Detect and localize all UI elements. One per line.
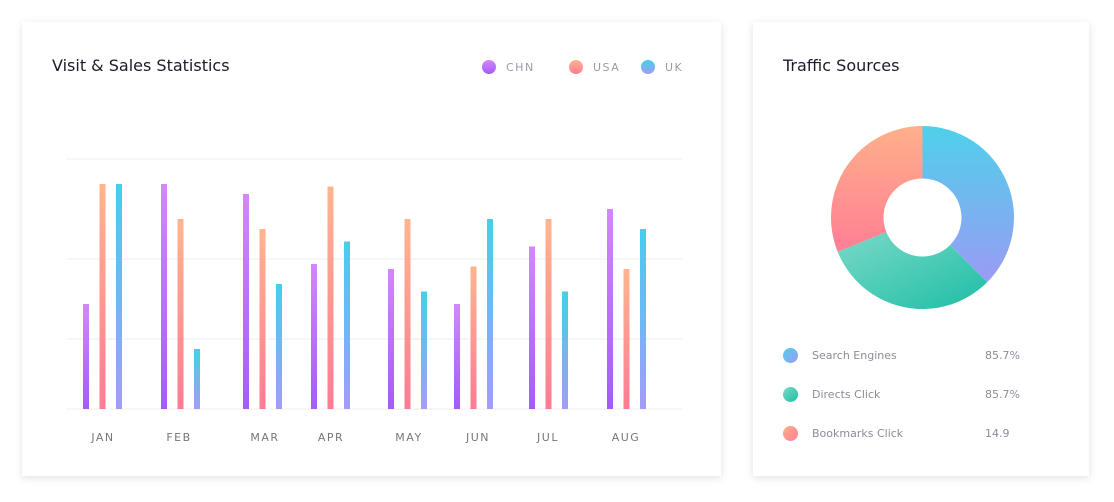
source-dot [783, 387, 798, 402]
bar-usa-feb[interactable] [177, 219, 184, 409]
source-dot [783, 426, 798, 441]
legend-label: CHN [506, 60, 535, 74]
traffic-sources-card: Traffic Sources Search Engines 85.7% Direc… [753, 22, 1089, 476]
source-item: Bookmarks Click 14.9 [783, 426, 1023, 441]
legend-label: USA [593, 60, 621, 74]
source-value: 85.7% [985, 388, 1020, 401]
bar-chn-aug[interactable] [607, 209, 613, 409]
donut-slice-directs-click[interactable] [837, 232, 988, 309]
source-label: Bookmarks Click [812, 427, 904, 440]
source-label: Search Engines [812, 349, 897, 362]
source-dot [783, 348, 798, 363]
visit-sales-card: JAN FEB MAR APR MAY JUN JUL AUG Visit & Sales S… [22, 22, 721, 476]
source-label: Directs Click [812, 388, 881, 401]
legend-item-chn[interactable]: CHN [482, 60, 535, 74]
bar-usa-jan[interactable] [99, 184, 106, 409]
bar-uk-aug[interactable] [640, 229, 646, 409]
x-tick-label: APR [318, 431, 344, 444]
bar-chn-jul[interactable] [529, 246, 535, 410]
source-item: Search Engines 85.7% [783, 348, 1023, 363]
bar-chn-apr[interactable] [311, 264, 317, 409]
bar-uk-apr[interactable] [344, 241, 350, 410]
bar-uk-jul[interactable] [562, 291, 568, 410]
bar-usa-aug[interactable] [623, 269, 630, 409]
bar-usa-jul[interactable] [545, 219, 552, 409]
bar-chart: JAN FEB MAR APR MAY JUN JUL AUG [67, 158, 682, 444]
legend-dot [482, 60, 496, 74]
x-tick-label: MAY [395, 431, 422, 444]
bar-uk-jun[interactable] [487, 219, 493, 409]
source-item: Directs Click 85.7% [783, 387, 1023, 402]
x-tick-label: FEB [166, 431, 191, 444]
bar-uk-feb[interactable] [194, 349, 200, 409]
bar-usa-apr[interactable] [327, 186, 334, 410]
x-tick-label: MAR [250, 431, 279, 444]
donut-slice-bookmarks-click[interactable] [831, 126, 923, 252]
bar-usa-may[interactable] [404, 219, 411, 409]
bar-uk-mar[interactable] [276, 284, 282, 409]
legend-item-uk[interactable]: UK [641, 60, 683, 74]
legend-dot [569, 60, 583, 74]
legend-item-usa[interactable]: USA [569, 60, 620, 74]
x-tick-label: AUG [612, 431, 641, 444]
bar-chn-jun[interactable] [454, 304, 460, 409]
source-value: 85.7% [985, 349, 1020, 362]
donut-chart [831, 126, 1015, 309]
bar-uk-jan[interactable] [116, 184, 122, 409]
bar-usa-jun[interactable] [470, 266, 477, 410]
source-value: 14.9 [985, 427, 1010, 440]
x-tick-label: JUN [465, 431, 490, 444]
bar-usa-mar[interactable] [259, 229, 266, 409]
traffic-title: Traffic Sources [783, 56, 900, 75]
bar-chn-may[interactable] [388, 269, 394, 409]
chart-title: Visit & Sales Statistics [52, 56, 230, 75]
bar-uk-may[interactable] [421, 291, 427, 410]
bar-chn-feb[interactable] [161, 184, 167, 409]
legend-dot [641, 60, 655, 74]
x-tick-label: JUL [536, 431, 559, 444]
legend-label: UK [665, 60, 684, 74]
bar-chn-mar[interactable] [243, 194, 249, 409]
donut-slice-search-engines[interactable] [922, 126, 1015, 283]
bar-chn-jan[interactable] [83, 304, 89, 409]
x-tick-label: JAN [90, 431, 114, 444]
